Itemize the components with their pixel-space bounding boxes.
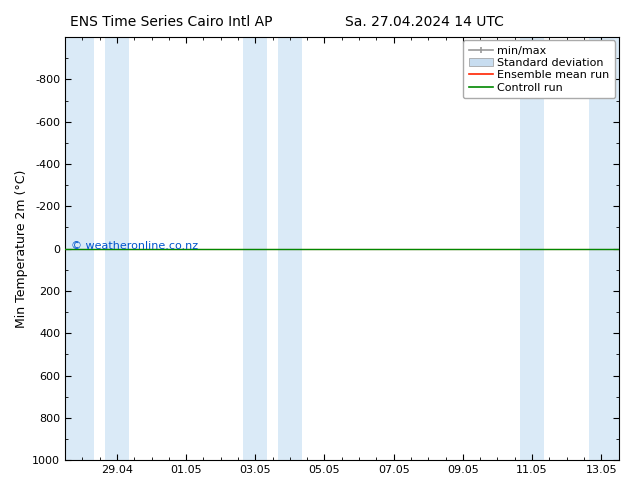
Legend: min/max, Standard deviation, Ensemble mean run, Controll run: min/max, Standard deviation, Ensemble me… bbox=[463, 40, 615, 98]
Text: © weatheronline.co.nz: © weatheronline.co.nz bbox=[70, 242, 198, 251]
Text: ENS Time Series Cairo Intl AP: ENS Time Series Cairo Intl AP bbox=[70, 15, 273, 29]
Bar bbox=[243, 37, 268, 460]
Bar bbox=[589, 37, 619, 460]
Bar bbox=[65, 37, 94, 460]
Text: Sa. 27.04.2024 14 UTC: Sa. 27.04.2024 14 UTC bbox=[346, 15, 504, 29]
Bar bbox=[105, 37, 129, 460]
Y-axis label: Min Temperature 2m (°C): Min Temperature 2m (°C) bbox=[15, 170, 28, 328]
Bar bbox=[520, 37, 544, 460]
Bar bbox=[278, 37, 302, 460]
